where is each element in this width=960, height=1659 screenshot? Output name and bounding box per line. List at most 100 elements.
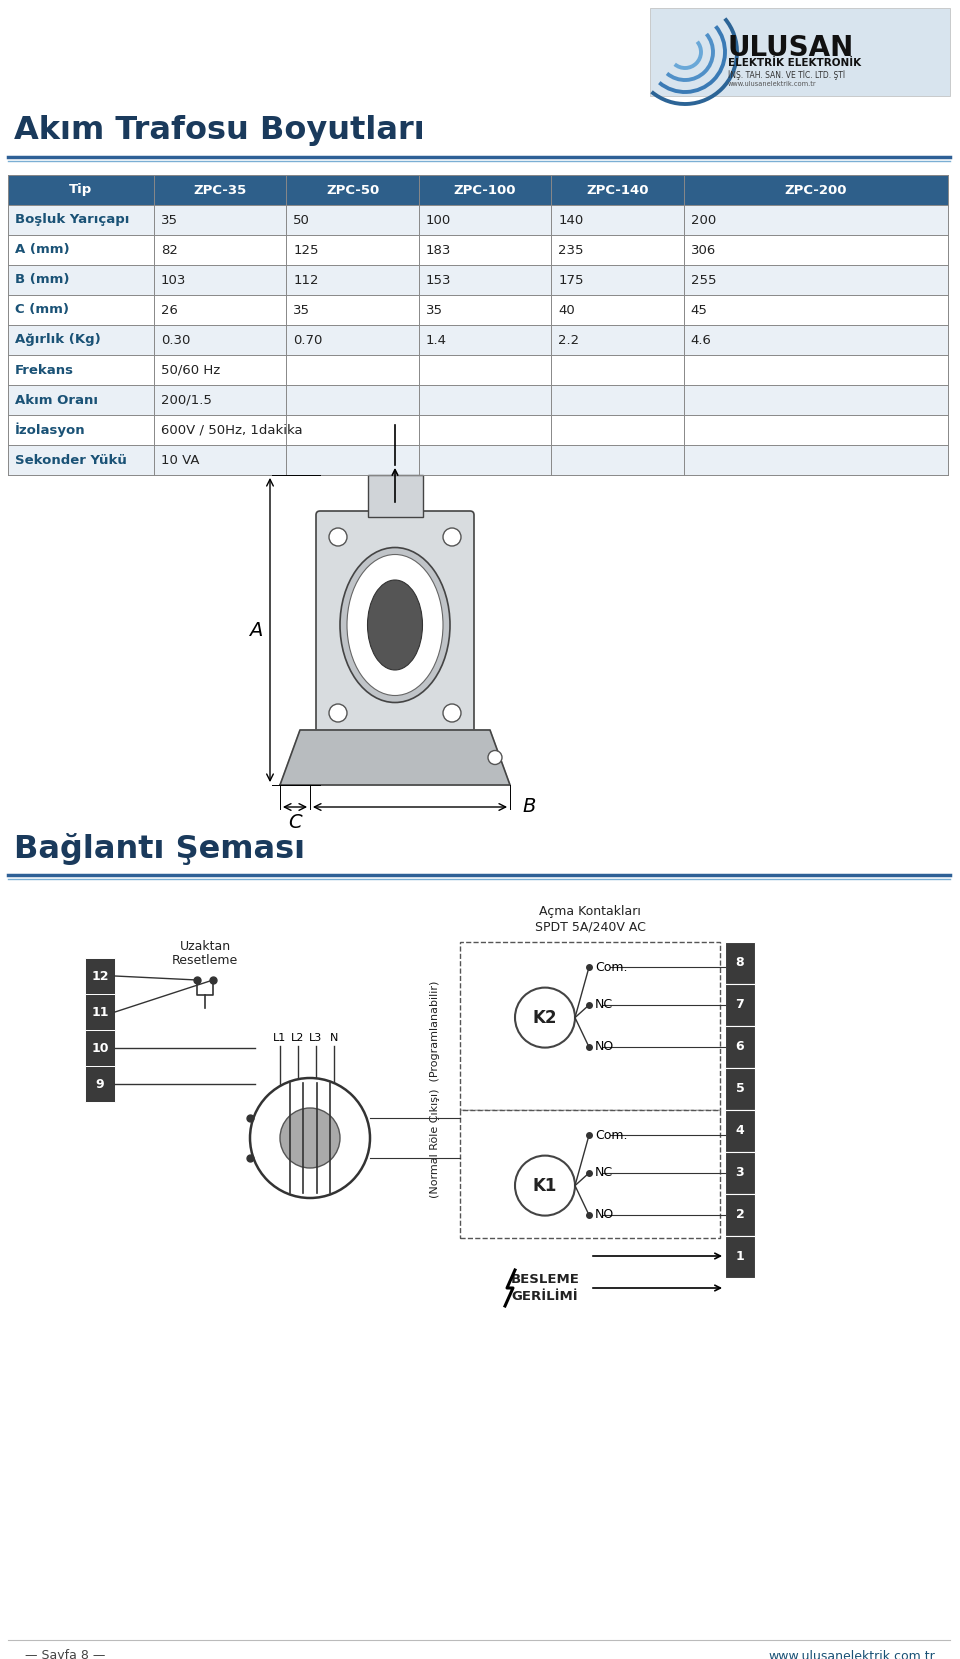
Circle shape bbox=[488, 750, 502, 765]
Text: (Normal Röle Çıkışı)  (Programlanabilir): (Normal Röle Çıkışı) (Programlanabilir) bbox=[430, 980, 440, 1198]
Text: Akım Trafosu Boyutları: Akım Trafosu Boyutları bbox=[14, 114, 424, 146]
Text: 50: 50 bbox=[293, 214, 310, 227]
Text: L3: L3 bbox=[309, 1034, 323, 1044]
Text: 4: 4 bbox=[735, 1125, 744, 1138]
Text: ZPC-200: ZPC-200 bbox=[784, 184, 847, 196]
Text: 255: 255 bbox=[691, 274, 716, 287]
Text: C: C bbox=[288, 813, 301, 833]
FancyBboxPatch shape bbox=[460, 942, 720, 1110]
Bar bbox=[650, 8, 950, 96]
Text: 12: 12 bbox=[91, 969, 108, 982]
Text: K2: K2 bbox=[533, 1009, 557, 1027]
Bar bbox=[85, 1030, 115, 1067]
Text: www.ulusanelektrik.com.tr: www.ulusanelektrik.com.tr bbox=[768, 1649, 935, 1659]
Text: NC: NC bbox=[595, 999, 613, 1012]
Text: 9: 9 bbox=[96, 1077, 105, 1090]
Text: ELEKTRİK ELEKTRONİK: ELEKTRİK ELEKTRONİK bbox=[728, 58, 861, 68]
Circle shape bbox=[250, 1078, 370, 1198]
FancyBboxPatch shape bbox=[460, 1110, 720, 1238]
Text: NO: NO bbox=[595, 1040, 614, 1053]
Text: A: A bbox=[250, 620, 263, 639]
Ellipse shape bbox=[340, 547, 450, 702]
Text: C (mm): C (mm) bbox=[15, 304, 69, 317]
Text: L2: L2 bbox=[291, 1034, 304, 1044]
Text: 103: 103 bbox=[160, 274, 186, 287]
Bar bbox=[725, 1151, 755, 1194]
Text: 35: 35 bbox=[160, 214, 178, 227]
Text: Com.: Com. bbox=[595, 961, 628, 974]
Bar bbox=[8, 325, 948, 355]
Text: 200: 200 bbox=[691, 214, 716, 227]
Text: 1.4: 1.4 bbox=[426, 333, 446, 347]
Text: L1: L1 bbox=[274, 1034, 287, 1044]
Bar bbox=[8, 445, 948, 474]
Bar bbox=[8, 415, 948, 445]
Text: 11: 11 bbox=[91, 1005, 108, 1019]
Text: — Sayfa 8 —: — Sayfa 8 — bbox=[25, 1649, 106, 1659]
Bar bbox=[725, 1025, 755, 1068]
Bar bbox=[725, 1194, 755, 1236]
Text: İNŞ. TAH. SAN. VE TİC. LTD. ŞTİ: İNŞ. TAH. SAN. VE TİC. LTD. ŞTİ bbox=[728, 70, 845, 80]
Text: Bağlantı Şeması: Bağlantı Şeması bbox=[14, 833, 305, 864]
Bar bbox=[8, 174, 948, 206]
Text: İzolasyon: İzolasyon bbox=[15, 423, 85, 438]
Text: 183: 183 bbox=[426, 244, 451, 257]
Text: K1: K1 bbox=[533, 1176, 557, 1194]
Bar bbox=[85, 1067, 115, 1102]
Text: B (mm): B (mm) bbox=[15, 274, 69, 287]
Text: 153: 153 bbox=[426, 274, 451, 287]
Text: 45: 45 bbox=[691, 304, 708, 317]
Text: Akım Oranı: Akım Oranı bbox=[15, 393, 98, 406]
Bar bbox=[8, 236, 948, 265]
Bar bbox=[725, 942, 755, 984]
Text: 3: 3 bbox=[735, 1166, 744, 1180]
Text: 0.70: 0.70 bbox=[293, 333, 323, 347]
Text: ULUSAN: ULUSAN bbox=[728, 33, 854, 61]
Text: 35: 35 bbox=[293, 304, 310, 317]
Bar bbox=[725, 1068, 755, 1110]
Text: 10: 10 bbox=[91, 1042, 108, 1055]
Circle shape bbox=[443, 703, 461, 722]
Text: 2.2: 2.2 bbox=[559, 333, 580, 347]
Text: Resetleme: Resetleme bbox=[172, 954, 238, 967]
Bar bbox=[85, 957, 115, 994]
Text: ZPC-35: ZPC-35 bbox=[193, 184, 247, 196]
Text: 35: 35 bbox=[426, 304, 443, 317]
Text: Boşluk Yarıçapı: Boşluk Yarıçapı bbox=[15, 214, 130, 227]
Text: 7: 7 bbox=[735, 999, 744, 1012]
Text: 40: 40 bbox=[559, 304, 575, 317]
Text: Com.: Com. bbox=[595, 1128, 628, 1141]
Text: Uzaktan: Uzaktan bbox=[180, 941, 230, 952]
Text: 235: 235 bbox=[559, 244, 584, 257]
Text: 0.30: 0.30 bbox=[160, 333, 190, 347]
Bar bbox=[85, 994, 115, 1030]
Text: Açma Kontakları: Açma Kontakları bbox=[540, 906, 641, 917]
Text: ZPC-50: ZPC-50 bbox=[325, 184, 379, 196]
Text: 2: 2 bbox=[735, 1208, 744, 1221]
Text: ZPC-140: ZPC-140 bbox=[587, 184, 649, 196]
FancyBboxPatch shape bbox=[316, 511, 474, 738]
Bar bbox=[725, 984, 755, 1025]
Circle shape bbox=[443, 528, 461, 546]
Text: 82: 82 bbox=[160, 244, 178, 257]
Bar bbox=[8, 295, 948, 325]
Text: Frekans: Frekans bbox=[15, 363, 74, 377]
Text: N: N bbox=[330, 1034, 338, 1044]
Text: NC: NC bbox=[595, 1166, 613, 1180]
Bar bbox=[725, 1236, 755, 1277]
Circle shape bbox=[280, 1108, 340, 1168]
Bar bbox=[368, 474, 423, 518]
Circle shape bbox=[329, 703, 347, 722]
Text: B: B bbox=[522, 798, 536, 816]
Bar bbox=[8, 265, 948, 295]
Text: A (mm): A (mm) bbox=[15, 244, 70, 257]
Text: ZPC-100: ZPC-100 bbox=[454, 184, 516, 196]
Text: Tip: Tip bbox=[69, 184, 92, 196]
Text: 140: 140 bbox=[559, 214, 584, 227]
Text: 100: 100 bbox=[426, 214, 451, 227]
Text: 5: 5 bbox=[735, 1083, 744, 1095]
Text: 1: 1 bbox=[735, 1251, 744, 1264]
Bar bbox=[8, 206, 948, 236]
Text: 10 VA: 10 VA bbox=[160, 453, 200, 466]
Text: 200/1.5: 200/1.5 bbox=[160, 393, 211, 406]
